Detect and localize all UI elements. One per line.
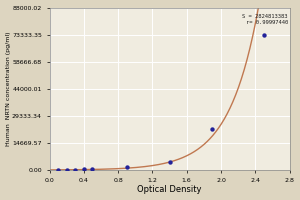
Y-axis label: Human  NRTN concentration (pg/ml): Human NRTN concentration (pg/ml) xyxy=(6,32,10,146)
Point xyxy=(90,167,95,171)
Point xyxy=(261,33,266,36)
Point xyxy=(210,128,215,131)
Point xyxy=(82,168,86,171)
Point xyxy=(73,168,78,171)
X-axis label: Optical Density: Optical Density xyxy=(137,185,202,194)
Point xyxy=(167,160,172,163)
Point xyxy=(124,166,129,169)
Point xyxy=(64,168,69,172)
Text: S = 2824813383
r= 0.99997440: S = 2824813383 r= 0.99997440 xyxy=(242,14,288,25)
Point xyxy=(56,168,61,172)
